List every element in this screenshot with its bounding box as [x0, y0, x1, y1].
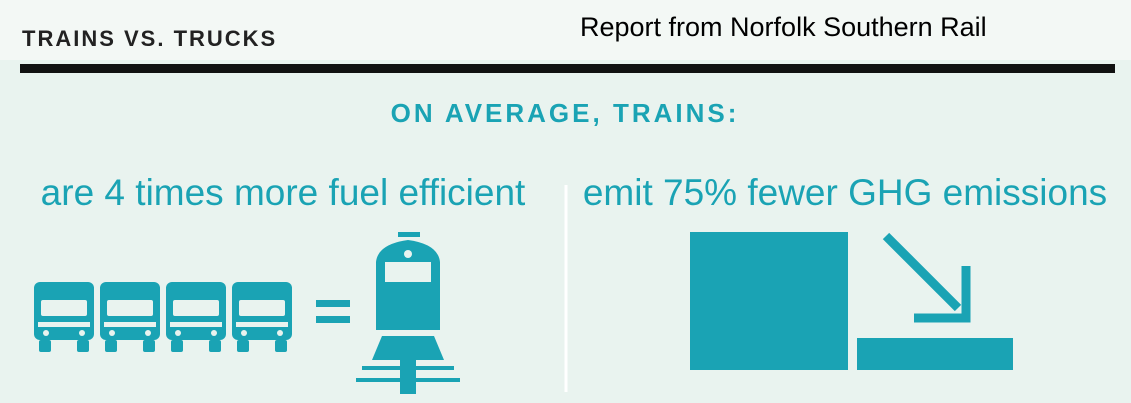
panel-text: are 4 times more fuel efficient — [41, 172, 526, 213]
header-band — [0, 0, 1131, 60]
panel-text: emit 75% fewer GHG emissions — [583, 172, 1107, 213]
train-icon — [356, 232, 460, 394]
emissions-block-trucks — [690, 232, 848, 370]
header-title: TRAINS VS. TRUCKS — [22, 26, 277, 51]
emissions-block-trains — [857, 338, 1013, 370]
header-rule — [20, 64, 1115, 73]
subtitle: ON AVERAGE, TRAINS: — [391, 98, 740, 128]
source-note: Report from Norfolk Southern Rail — [580, 12, 987, 42]
equals-sign — [316, 300, 350, 323]
down-arrow — [882, 232, 971, 323]
